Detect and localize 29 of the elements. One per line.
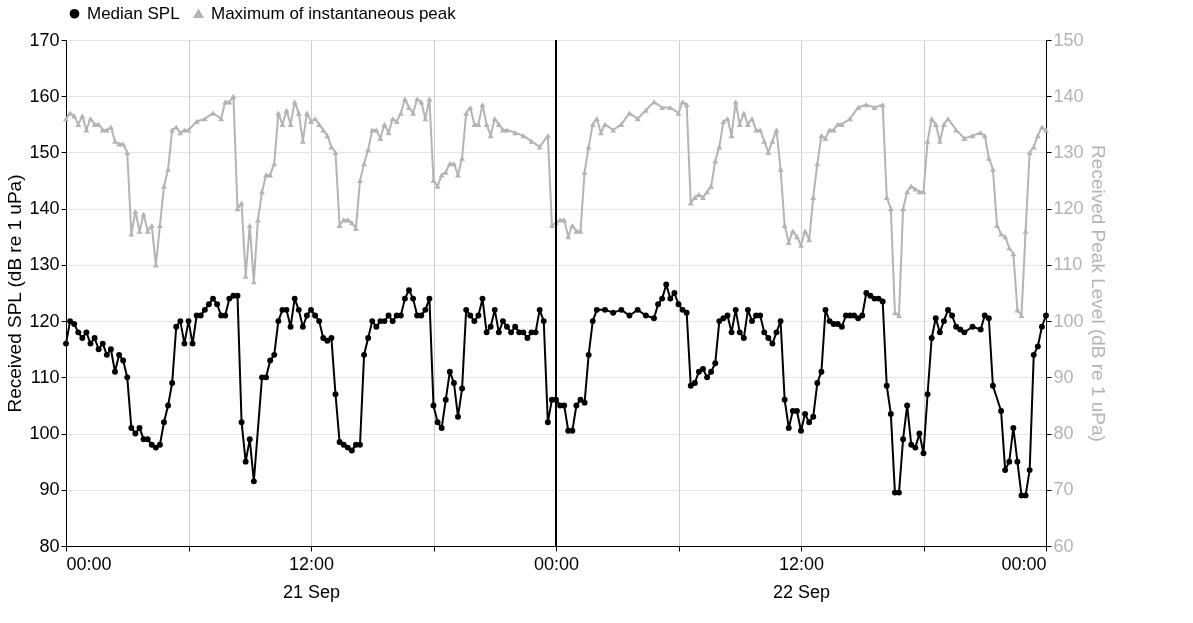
y2-tick-label: 80 <box>1053 423 1074 444</box>
y-tick-label: 120 <box>29 310 60 331</box>
y2-tick-label: 60 <box>1053 535 1074 556</box>
x-tick-label: 12:00 21 Sep <box>282 553 341 602</box>
legend-label: Median SPL <box>87 3 180 23</box>
y-tick-label: 150 <box>29 141 60 162</box>
legend-label: Maximum of instantaneous peak <box>211 3 457 23</box>
y2-tick-label: 90 <box>1053 366 1074 387</box>
y2-tick-label: 120 <box>1053 198 1084 219</box>
y-tick-label: 80 <box>39 535 60 556</box>
y-tick-label: 160 <box>29 85 60 106</box>
y2-axis-title: Received Peak Level (dB re 1 uPa) <box>1087 145 1109 442</box>
x-tick-label: 00:00 <box>533 553 580 574</box>
y2-tick-label: 70 <box>1053 479 1074 500</box>
y2-tick-label: 100 <box>1053 310 1084 331</box>
y-tick-label: 100 <box>29 423 60 444</box>
y-tick-label: 170 <box>29 29 60 50</box>
y-axis-title: Received SPL (dB re 1 uPa) <box>4 174 26 413</box>
y2-tick-label: 150 <box>1053 29 1084 50</box>
y-tick-label: 140 <box>29 198 60 219</box>
y2-tick-label: 110 <box>1053 254 1083 275</box>
y-tick-label: 130 <box>29 254 60 275</box>
y-tick-label: 90 <box>39 479 60 500</box>
y2-tick-label: 130 <box>1053 141 1084 162</box>
y-tick-label: 110 <box>30 366 60 387</box>
y2-tick-label: 140 <box>1053 85 1084 106</box>
x-tick-label: 12:00 22 Sep <box>772 553 831 602</box>
x-tick-label: 00:00 <box>1001 553 1047 574</box>
x-tick-label: 00:00 <box>66 553 112 574</box>
